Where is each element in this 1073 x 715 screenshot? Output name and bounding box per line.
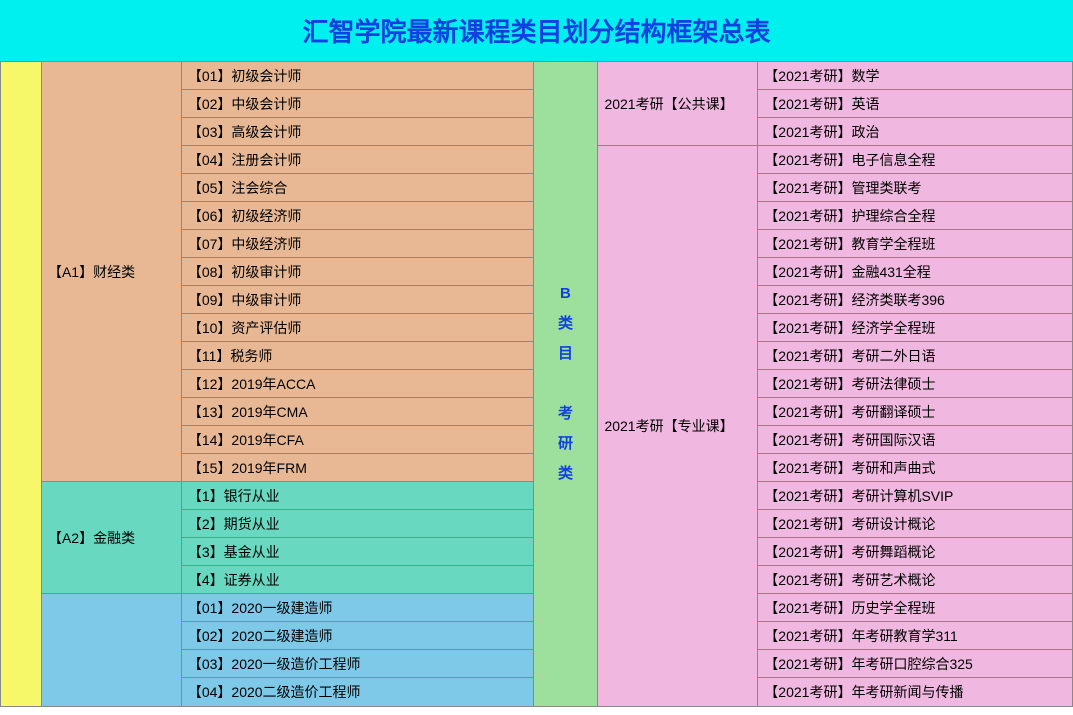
b-main-label: B类目 考研类	[558, 62, 573, 706]
b-item-cell: 【2021考研】考研舞蹈概论	[758, 538, 1072, 566]
a-item-cell: 【3】基金从业	[182, 538, 533, 566]
a-category-label: 【A1】财经类	[48, 262, 135, 282]
b-sub-label: 2021考研【专业课】	[604, 416, 733, 436]
a-item-cell: 【2】期货从业	[182, 510, 533, 538]
a-item-cell: 【14】2019年CFA	[182, 426, 533, 454]
b-item-cell: 【2021考研】考研法律硕士	[758, 370, 1072, 398]
b-item-cell: 【2021考研】政治	[758, 118, 1072, 146]
a-item-cell: 【01】2020一级建造师	[182, 594, 533, 622]
b-item-cell: 【2021考研】考研设计概论	[758, 510, 1072, 538]
stub-cell	[1, 62, 41, 706]
b-items-column: 【2021考研】数学【2021考研】英语【2021考研】政治【2021考研】电子…	[758, 62, 1073, 706]
b-item-cell: 【2021考研】电子信息全程	[758, 146, 1072, 174]
b-item-cell: 【2021考研】年考研教育学311	[758, 622, 1072, 650]
b-sub-column: 2021考研【公共课】 2021考研【专业课】	[598, 62, 758, 706]
stub-column	[0, 62, 42, 706]
a-category-cell: 【A2】金融类	[42, 482, 181, 594]
b-item-cell: 【2021考研】英语	[758, 90, 1072, 118]
b-item-cell: 【2021考研】管理类联考	[758, 174, 1072, 202]
b-item-cell: 【2021考研】护理综合全程	[758, 202, 1072, 230]
b-item-cell: 【2021考研】考研翻译硕士	[758, 398, 1072, 426]
a-item-cell: 【02】中级会计师	[182, 90, 533, 118]
b-item-cell: 【2021考研】考研艺术概论	[758, 566, 1072, 594]
b-item-cell: 【2021考研】年考研新闻与传播	[758, 678, 1072, 706]
course-grid: 【A1】财经类【A2】金融类 【01】初级会计师【02】中级会计师【03】高级会…	[0, 61, 1073, 707]
a-item-cell: 【03】2020一级造价工程师	[182, 650, 533, 678]
b-item-cell: 【2021考研】年考研口腔综合325	[758, 650, 1072, 678]
b-item-cell: 【2021考研】历史学全程班	[758, 594, 1072, 622]
b-item-cell: 【2021考研】考研国际汉语	[758, 426, 1072, 454]
a-item-cell: 【15】2019年FRM	[182, 454, 533, 482]
a-item-cell: 【08】初级审计师	[182, 258, 533, 286]
b-item-cell: 【2021考研】教育学全程班	[758, 230, 1072, 258]
a-category-cell: 【A1】财经类	[42, 62, 181, 482]
b-item-cell: 【2021考研】经济类联考396	[758, 286, 1072, 314]
b-main-cell: B类目 考研类	[534, 62, 598, 706]
b-item-cell: 【2021考研】金融431全程	[758, 258, 1072, 286]
a-category-label: 【A2】金融类	[48, 528, 135, 548]
a-category-column: 【A1】财经类【A2】金融类	[42, 62, 182, 706]
b-item-cell: 【2021考研】考研和声曲式	[758, 454, 1072, 482]
a-item-cell: 【12】2019年ACCA	[182, 370, 533, 398]
a-item-cell: 【06】初级经济师	[182, 202, 533, 230]
a-items-column: 【01】初级会计师【02】中级会计师【03】高级会计师【04】注册会计师【05】…	[182, 62, 534, 706]
b-main-column: B类目 考研类	[534, 62, 599, 706]
page-title: 汇智学院最新课程类目划分结构框架总表	[0, 0, 1073, 61]
a-item-cell: 【11】税务师	[182, 342, 533, 370]
a-item-cell: 【05】注会综合	[182, 174, 533, 202]
a-category-cell	[42, 594, 181, 706]
a-item-cell: 【03】高级会计师	[182, 118, 533, 146]
b-sub-label: 2021考研【公共课】	[604, 94, 733, 114]
b-item-cell: 【2021考研】考研计算机SVIP	[758, 482, 1072, 510]
b-item-cell: 【2021考研】经济学全程班	[758, 314, 1072, 342]
a-item-cell: 【10】资产评估师	[182, 314, 533, 342]
a-item-cell: 【4】证券从业	[182, 566, 533, 594]
a-item-cell: 【09】中级审计师	[182, 286, 533, 314]
a-item-cell: 【07】中级经济师	[182, 230, 533, 258]
a-item-cell: 【13】2019年CMA	[182, 398, 533, 426]
a-item-cell: 【01】初级会计师	[182, 62, 533, 90]
b-item-cell: 【2021考研】考研二外日语	[758, 342, 1072, 370]
a-item-cell: 【04】2020二级造价工程师	[182, 678, 533, 706]
b-item-cell: 【2021考研】数学	[758, 62, 1072, 90]
b-sub-cell: 2021考研【公共课】	[598, 62, 757, 146]
a-item-cell: 【04】注册会计师	[182, 146, 533, 174]
a-item-cell: 【1】银行从业	[182, 482, 533, 510]
a-item-cell: 【02】2020二级建造师	[182, 622, 533, 650]
b-sub-cell: 2021考研【专业课】	[598, 146, 757, 706]
